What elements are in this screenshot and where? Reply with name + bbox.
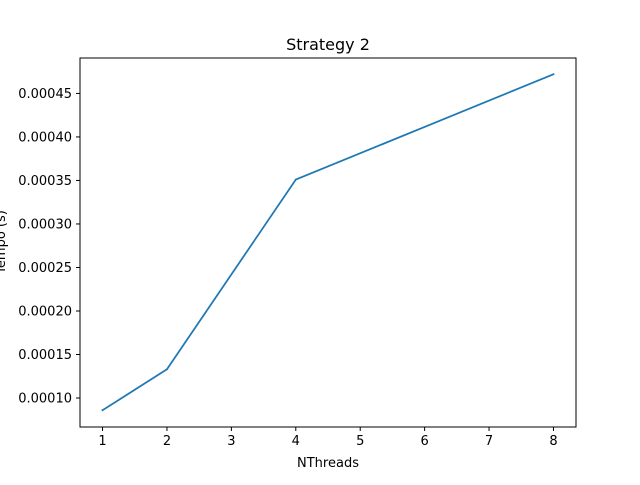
x-tick-label: 2: [163, 434, 171, 449]
x-tick-label: 5: [356, 434, 364, 449]
y-tick-label: 0.00010: [18, 392, 72, 407]
y-axis-label: Tempo (s): [0, 210, 9, 275]
data-point: [101, 409, 104, 412]
y-tick-label: 0.00035: [18, 174, 72, 189]
data-point: [294, 178, 297, 181]
x-tick-label: 4: [292, 434, 300, 449]
series-layer: [101, 73, 555, 412]
series-line-0: [101, 73, 555, 412]
data-point: [166, 368, 168, 371]
x-tick-label: 3: [227, 434, 235, 449]
y-tick-label: 0.00025: [18, 261, 72, 276]
x-tick-label: 8: [549, 434, 557, 449]
y-tick-label: 0.00030: [18, 217, 72, 232]
y-tick-label: 0.00020: [18, 304, 72, 319]
x-tick-label: 6: [420, 434, 428, 449]
y-tick-label: 0.00045: [18, 87, 72, 102]
y-tick-label: 0.00015: [18, 348, 72, 363]
x-tick-label: 1: [98, 434, 106, 449]
data-point: [552, 73, 555, 76]
axis-ticks: 1 2 3 4 5 6 7 8 0.00010 0.00015 0.00020 0.00025 0.00…: [18, 87, 557, 449]
plot-area-frame: [79, 57, 577, 428]
x-axis-label: NThreads: [297, 456, 359, 471]
x-tick-label: 7: [485, 434, 493, 449]
chart-title: Strategy 2: [286, 35, 370, 54]
y-tick-label: 0.00040: [18, 130, 72, 145]
